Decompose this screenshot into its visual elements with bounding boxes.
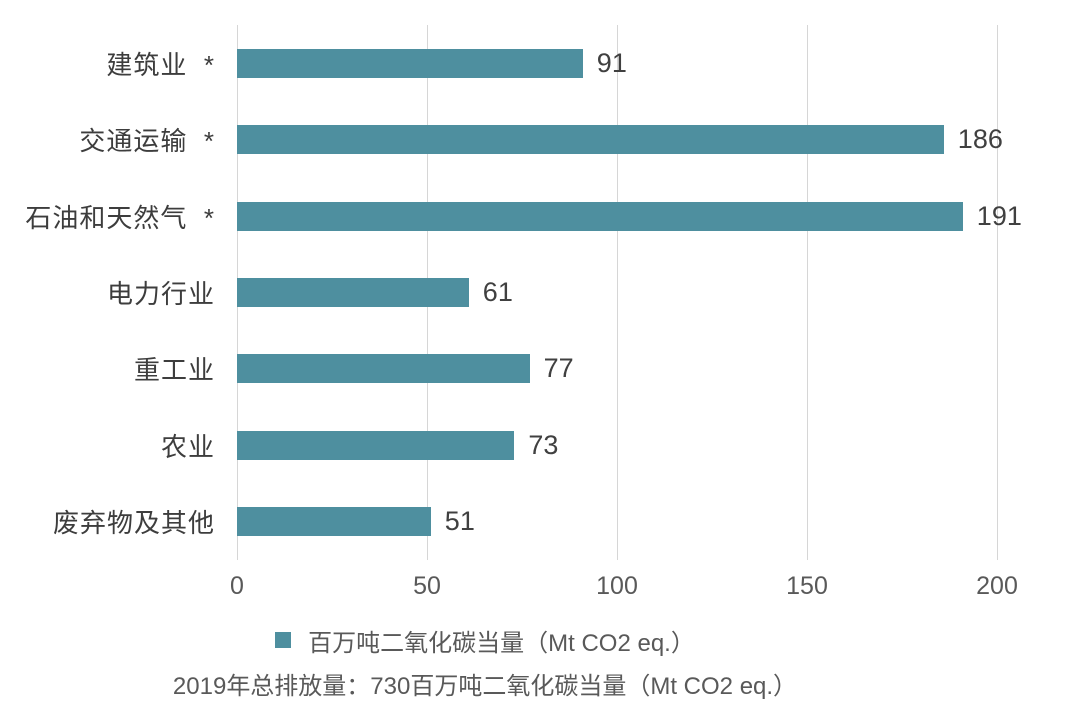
chart-footer: 百万吨二氧化碳当量（Mt CO2 eq.） 2019年总排放量：730百万吨二氧… xyxy=(10,624,960,701)
category-label: 废弃物及其他 xyxy=(52,508,215,539)
value-label: 73 xyxy=(528,429,559,460)
x-tick-label: 150 xyxy=(786,572,828,600)
gridline xyxy=(997,25,998,560)
gridline xyxy=(807,25,808,560)
x-tick-label: 200 xyxy=(976,572,1018,600)
bar xyxy=(237,507,431,537)
legend-swatch-icon xyxy=(275,632,292,648)
bar xyxy=(237,354,530,384)
value-label: 191 xyxy=(976,200,1022,231)
x-axis: 0 50 100 150 200 xyxy=(230,572,1018,604)
bar xyxy=(237,48,583,78)
value-label: 186 xyxy=(957,124,1003,155)
x-tick-label: 0 xyxy=(230,572,244,600)
category-label: 交通运输 * xyxy=(79,126,215,157)
category-label: 建筑业 * xyxy=(106,49,215,80)
bar xyxy=(237,201,963,231)
category-label: 重工业 xyxy=(133,355,215,386)
category-labels: 建筑业 * 交通运输 * 石油和天然气 * 电力行业重工业农业废弃物及其他 xyxy=(0,25,237,560)
value-label: 51 xyxy=(444,506,475,537)
bar xyxy=(237,430,515,460)
bar xyxy=(237,277,469,307)
value-label: 91 xyxy=(596,47,627,78)
value-label: 77 xyxy=(543,353,574,384)
category-label: 电力行业 xyxy=(106,278,215,309)
legend: 百万吨二氧化碳当量（Mt CO2 eq.） xyxy=(10,624,960,657)
bar xyxy=(237,125,944,155)
gridline xyxy=(617,25,618,560)
category-label: 石油和天然气 * xyxy=(25,202,215,233)
x-tick-label: 100 xyxy=(596,572,638,600)
legend-label: 百万吨二氧化碳当量（Mt CO2 eq.） xyxy=(308,629,695,657)
total-emissions-caption: 2019年总排放量：730百万吨二氧化碳当量（Mt CO2 eq.） xyxy=(172,673,798,700)
value-label: 61 xyxy=(482,276,513,307)
category-label: 农业 xyxy=(160,431,215,462)
x-tick-label: 50 xyxy=(413,572,441,600)
plot-area: 91 186 191 61 77 73 51 xyxy=(237,25,1022,560)
